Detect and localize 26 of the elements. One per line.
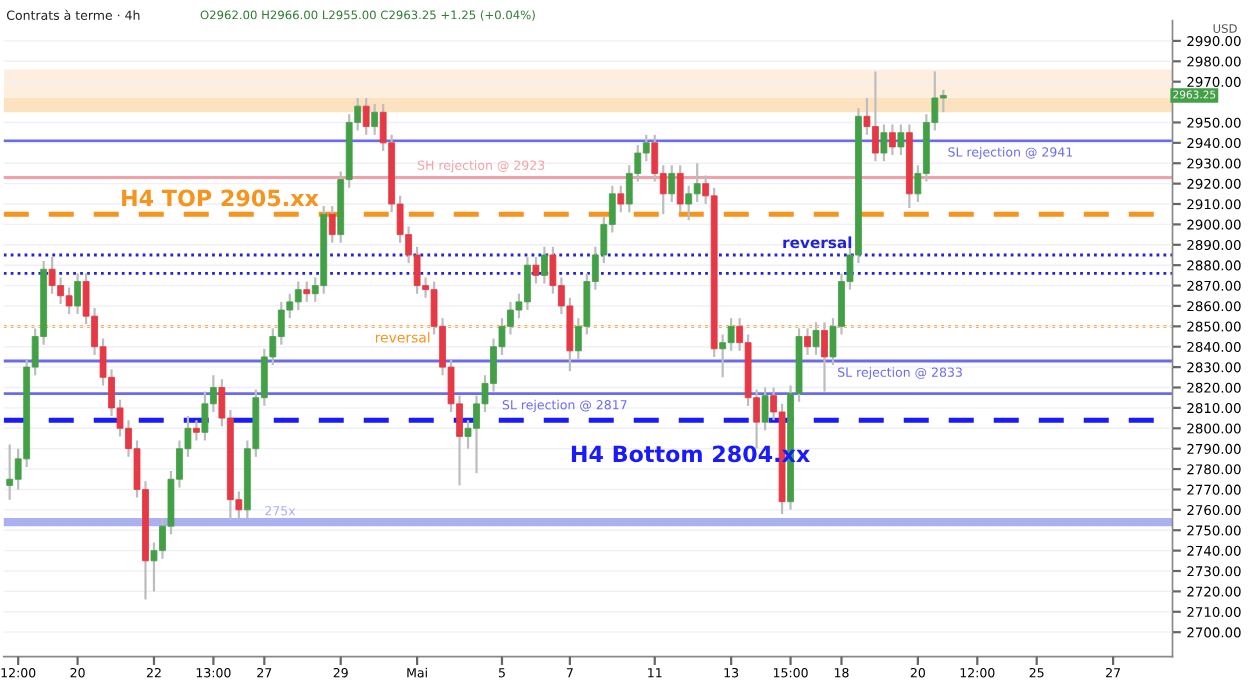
candlestick bbox=[889, 123, 896, 157]
candlestick bbox=[693, 162, 701, 204]
candlestick bbox=[328, 204, 336, 244]
candlestick bbox=[880, 123, 888, 163]
candlestick bbox=[57, 276, 65, 306]
candlestick bbox=[48, 255, 56, 295]
candlestick bbox=[668, 164, 676, 204]
candlestick bbox=[897, 123, 905, 157]
candlestick bbox=[532, 255, 540, 285]
candlestick bbox=[719, 333, 727, 379]
candlestick bbox=[541, 245, 548, 285]
candlestick bbox=[294, 280, 302, 312]
ref-line-label: H4 TOP 2905.xx bbox=[122, 189, 319, 207]
candlestick bbox=[676, 164, 684, 214]
candlestick bbox=[362, 96, 370, 136]
candlestick bbox=[812, 321, 820, 356]
candlestick bbox=[371, 103, 379, 136]
candlestick bbox=[685, 184, 693, 222]
candlestick bbox=[6, 443, 14, 501]
candlestick bbox=[821, 321, 828, 393]
candlestick bbox=[74, 272, 81, 316]
candlestick bbox=[193, 419, 200, 442]
candlestick bbox=[727, 317, 735, 352]
candlestick bbox=[804, 327, 811, 356]
candlestick bbox=[617, 184, 625, 214]
candlestick bbox=[303, 280, 311, 303]
